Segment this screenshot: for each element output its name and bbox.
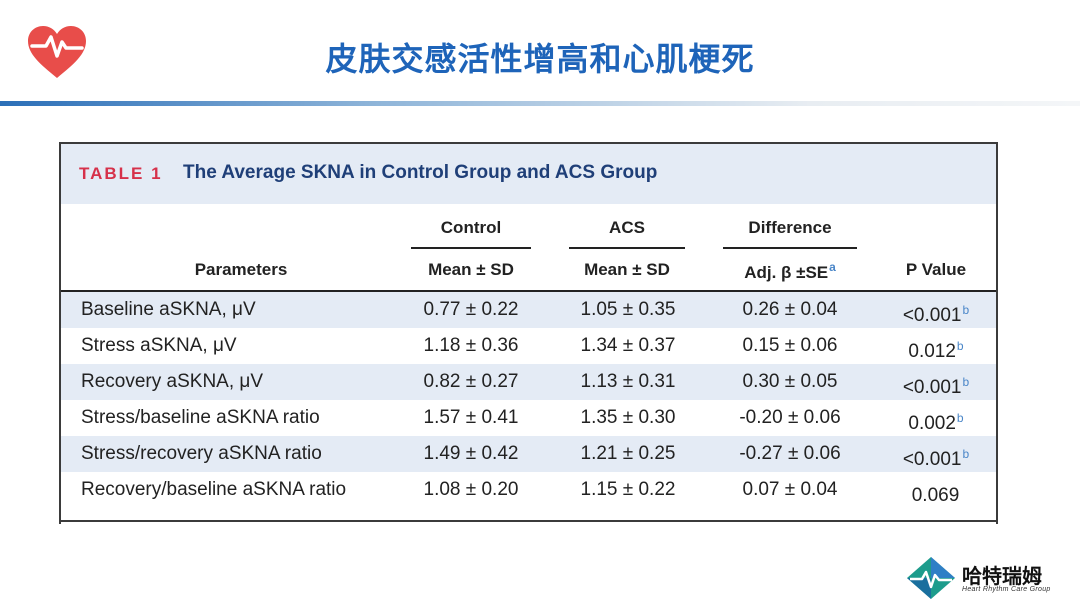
brand-name: 哈特瑞姆 xyxy=(962,564,1042,588)
column-header-parameters: Parameters xyxy=(194,260,288,279)
row-acs: 1.35 ± 0.30 xyxy=(580,407,676,428)
p-value-footnote: b xyxy=(962,303,970,317)
row-control: 1.08 ± 0.20 xyxy=(423,479,519,500)
row-difference: 0.30 ± 0.05 xyxy=(742,371,838,392)
row-control: 1.49 ± 0.42 xyxy=(423,443,519,464)
row-acs: 1.15 ± 0.22 xyxy=(580,479,676,500)
row-p-value: 0.012b xyxy=(886,328,986,364)
table-row: Recovery/baseline aSKNA ratio 1.08 ± 0.2… xyxy=(61,472,996,508)
p-value-text: <0.001 xyxy=(902,377,962,398)
p-value-text: 0.012 xyxy=(908,341,956,362)
p-value-footnote: b xyxy=(956,339,964,353)
table-row: Stress aSKNA, μV 1.18 ± 0.36 1.34 ± 0.37… xyxy=(61,328,996,364)
group-rule-difference xyxy=(723,247,857,249)
table-caption: The Average SKNA in Control Group and AC… xyxy=(183,162,658,183)
p-value-text: <0.001 xyxy=(902,305,962,326)
table-caption-bar: TABLE 1 The Average SKNA in Control Grou… xyxy=(61,144,996,204)
row-p-value: <0.001b xyxy=(886,364,986,400)
row-acs: 1.34 ± 0.37 xyxy=(580,335,676,356)
table-bottom-rule xyxy=(61,520,996,522)
row-parameter: Baseline aSKNA, μV xyxy=(81,299,256,320)
p-value-footnote: b xyxy=(956,411,964,425)
group-header-control: Control xyxy=(440,218,502,237)
table-label: TABLE 1 xyxy=(79,164,163,183)
heart-pulse-icon xyxy=(28,26,86,78)
title-divider xyxy=(0,101,1080,106)
table-row: Baseline aSKNA, μV 0.77 ± 0.22 1.05 ± 0.… xyxy=(61,292,996,328)
row-control: 0.77 ± 0.22 xyxy=(423,299,519,320)
row-difference: 0.26 ± 0.04 xyxy=(742,299,838,320)
row-control: 1.18 ± 0.36 xyxy=(423,335,519,356)
row-p-value: 0.069 xyxy=(886,472,986,508)
row-acs: 1.05 ± 0.35 xyxy=(580,299,676,320)
table-row: Stress/baseline aSKNA ratio 1.57 ± 0.41 … xyxy=(61,400,996,436)
group-rule-acs xyxy=(569,247,685,249)
row-parameter: Recovery/baseline aSKNA ratio xyxy=(81,479,347,500)
row-p-value: 0.002b xyxy=(886,400,986,436)
adj-beta-footnote: a xyxy=(829,260,836,274)
group-rule-control xyxy=(411,247,531,249)
row-parameter: Stress/recovery aSKNA ratio xyxy=(81,443,322,464)
p-value-footnote: b xyxy=(962,375,970,389)
column-header-adj-beta: Adj. β ±SEa xyxy=(723,260,857,283)
row-difference: -0.20 ± 0.06 xyxy=(739,407,841,428)
column-header-control-mean: Mean ± SD xyxy=(428,260,514,279)
row-acs: 1.13 ± 0.31 xyxy=(580,371,676,392)
column-header-acs-mean: Mean ± SD xyxy=(584,260,670,279)
table-row: Stress/recovery aSKNA ratio 1.49 ± 0.42 … xyxy=(61,436,996,472)
p-value-text: 0.002 xyxy=(908,413,956,434)
group-header-difference: Difference xyxy=(748,218,832,237)
row-difference: -0.27 ± 0.06 xyxy=(739,443,841,464)
row-p-value: <0.001b xyxy=(886,436,986,472)
row-difference: 0.07 ± 0.04 xyxy=(742,479,838,500)
column-header-p-value: P Value xyxy=(905,260,967,279)
row-parameter: Stress/baseline aSKNA ratio xyxy=(81,407,320,428)
group-header-acs: ACS xyxy=(609,218,645,237)
data-table: TABLE 1 The Average SKNA in Control Grou… xyxy=(59,142,998,524)
brand-tagline: Heart Rhythm Care Group xyxy=(962,586,1051,593)
row-parameter: Recovery aSKNA, μV xyxy=(81,371,264,392)
p-value-footnote: b xyxy=(962,447,970,461)
row-control: 0.82 ± 0.27 xyxy=(423,371,519,392)
row-control: 1.57 ± 0.41 xyxy=(423,407,519,428)
row-acs: 1.21 ± 0.25 xyxy=(580,443,676,464)
row-p-value: <0.001b xyxy=(886,292,986,328)
row-parameter: Stress aSKNA, μV xyxy=(81,335,237,356)
p-value-text: <0.001 xyxy=(902,449,962,470)
table-row: Recovery aSKNA, μV 0.82 ± 0.27 1.13 ± 0.… xyxy=(61,364,996,400)
header-bottom-rule xyxy=(61,290,996,292)
adj-beta-label: Adj. β ±SE xyxy=(744,263,829,282)
p-value-text: 0.069 xyxy=(911,485,960,506)
row-difference: 0.15 ± 0.06 xyxy=(742,335,838,356)
slide-title: 皮肤交感活性增高和心肌梗死 xyxy=(325,40,755,78)
diamond-pulse-icon xyxy=(907,557,955,599)
